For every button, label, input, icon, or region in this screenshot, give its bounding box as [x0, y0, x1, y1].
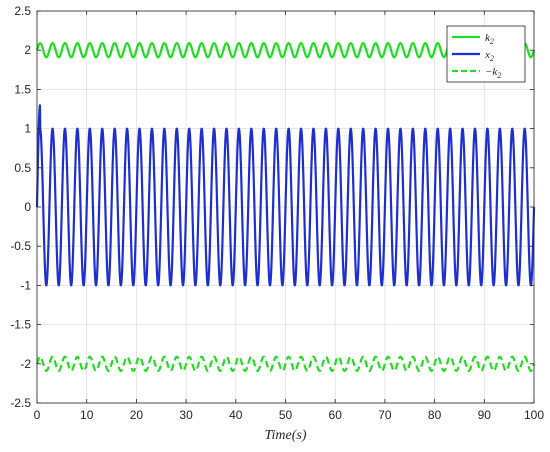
- x-axis-ticks: 0 10 20 30 40 50 60 70 80 90 100: [34, 11, 544, 422]
- series-line-2: [35, 355, 536, 372]
- y-axis-ticks: -2.5 -2 -1.5 -1 -0.5 0 0.5 1 1.5 2 2.5: [10, 4, 534, 410]
- legend-label-2: −k2: [485, 66, 501, 80]
- x-axis-title: Time(s): [265, 428, 307, 443]
- y-tick-label-4: -0.5: [10, 239, 31, 253]
- legend-label-0: k2: [485, 32, 494, 46]
- legend: k2 x2 −k2: [446, 25, 526, 83]
- x-tick-label-0: 0: [34, 408, 41, 422]
- x-tick-label-2: 20: [130, 408, 144, 422]
- y-tick-label-1: -2: [20, 357, 31, 371]
- y-tick-label-6: 0.5: [14, 161, 31, 175]
- y-tick-label-3: -1: [20, 278, 31, 292]
- y-tick-label-0: -2.5: [10, 396, 31, 410]
- y-tick-label-2: -1.5: [10, 318, 31, 332]
- y-tick-label-7: 1: [24, 122, 31, 136]
- legend-label-1: x2: [484, 49, 494, 63]
- x-tick-label-8: 80: [428, 408, 442, 422]
- x-tick-label-3: 30: [179, 408, 193, 422]
- x-tick-label-9: 90: [478, 408, 492, 422]
- x-tick-label-10: 100: [524, 408, 544, 422]
- x-tick-label-1: 10: [80, 408, 94, 422]
- y-tick-label-9: 2: [24, 43, 31, 57]
- x-tick-label-5: 50: [279, 408, 293, 422]
- y-tick-label-10: 2.5: [14, 4, 31, 18]
- y-tick-label-8: 1.5: [14, 82, 31, 96]
- x-tick-label-6: 60: [329, 408, 343, 422]
- series-line-1: [35, 104, 536, 287]
- x-tick-label-4: 40: [229, 408, 243, 422]
- y-tick-label-5: 0: [24, 200, 31, 214]
- x-tick-label-7: 70: [378, 408, 392, 422]
